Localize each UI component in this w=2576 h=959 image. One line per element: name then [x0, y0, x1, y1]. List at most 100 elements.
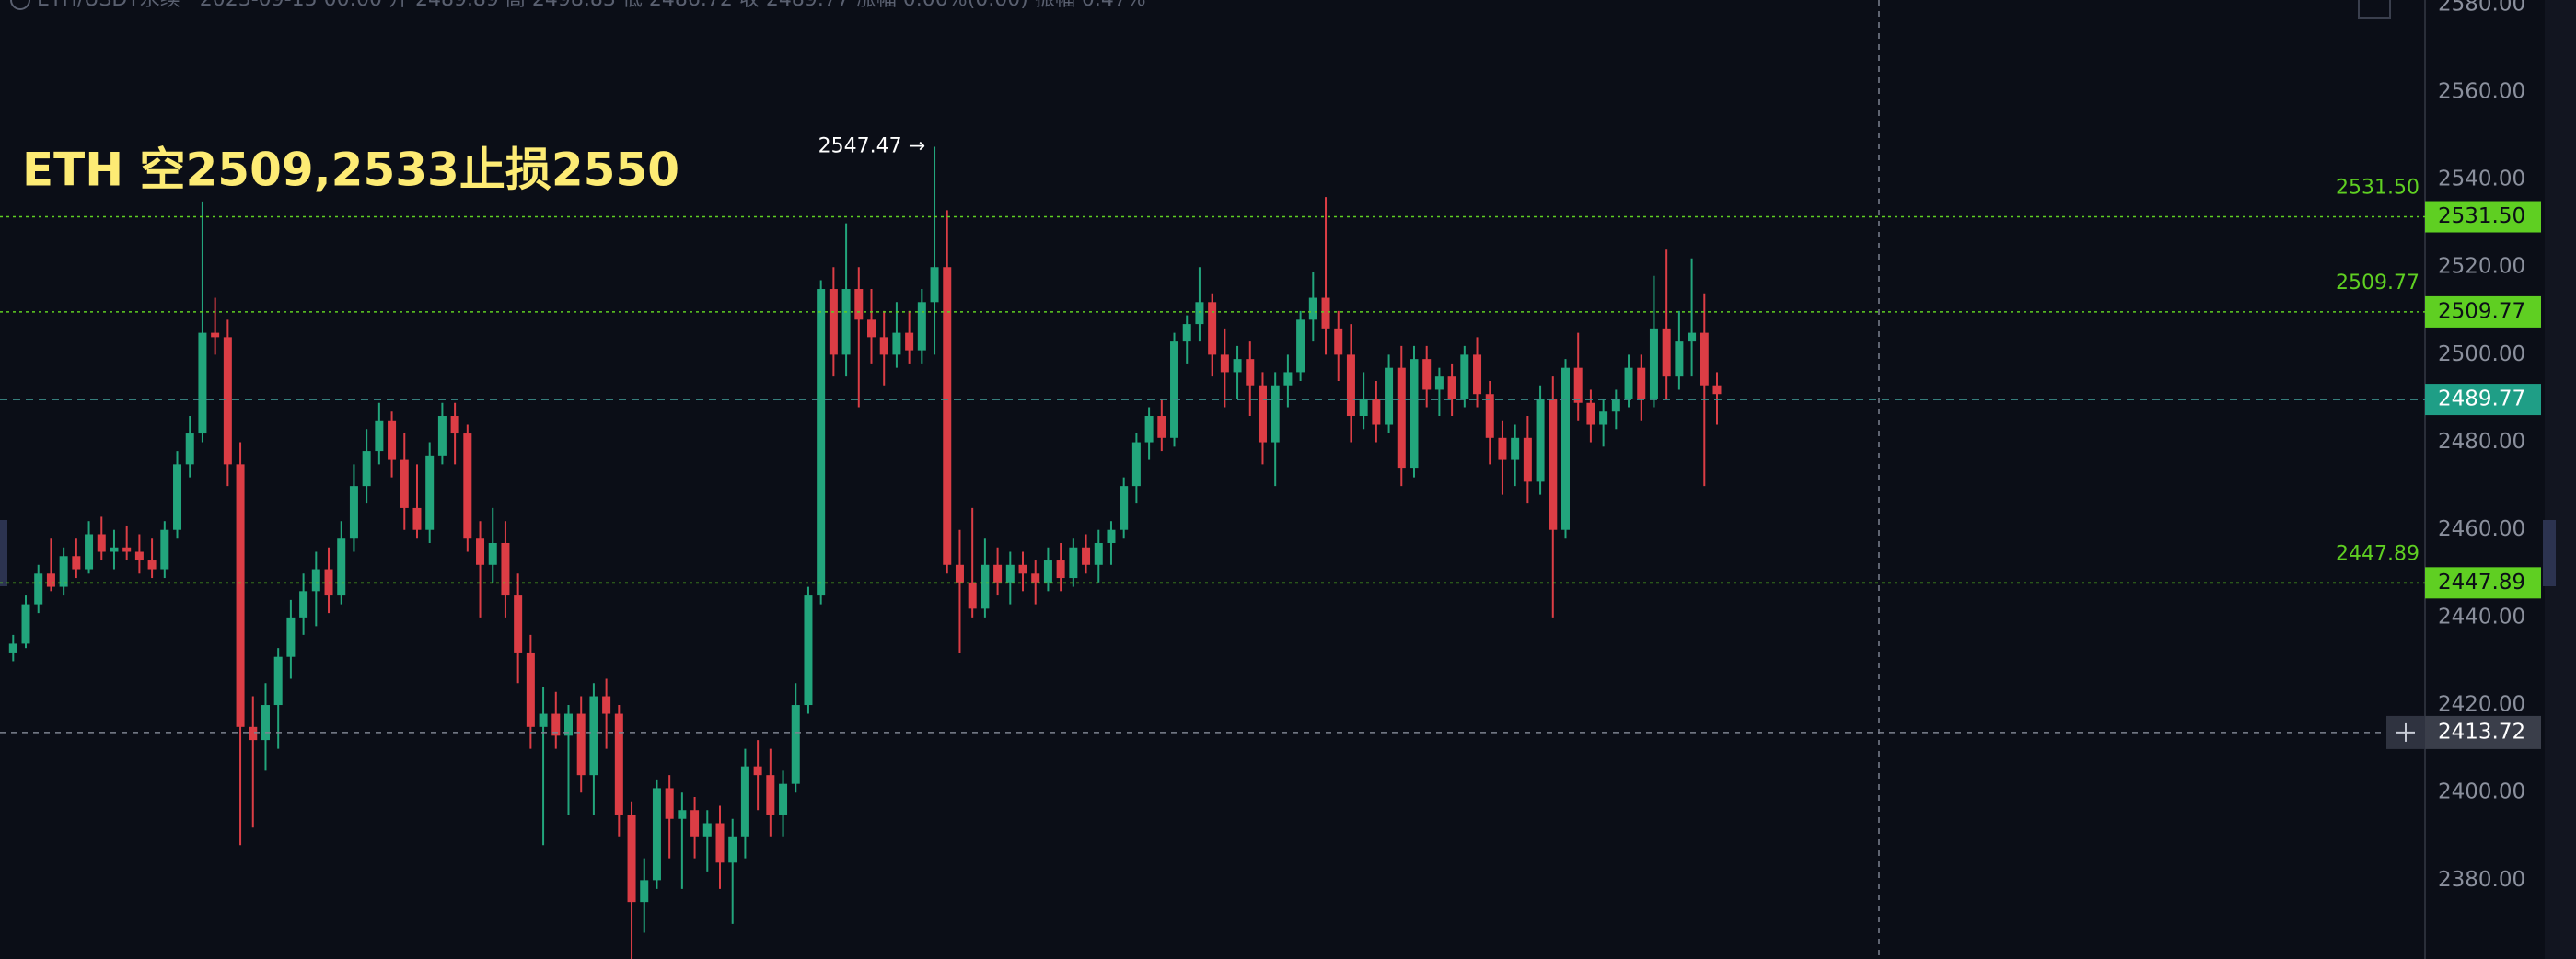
candle-body	[198, 332, 207, 434]
y-tick-label: 2560.00	[2438, 79, 2525, 103]
candle-body	[1372, 398, 1381, 425]
candle-body	[72, 556, 81, 570]
high-annotation: 2547.47 →	[818, 135, 925, 158]
candle-body	[602, 696, 611, 714]
right-toolbar	[2545, 0, 2576, 959]
candle-body	[589, 696, 598, 776]
candle-body	[1043, 560, 1052, 583]
candle-body	[640, 880, 649, 903]
candle-body	[753, 766, 762, 776]
y-tick-label: 2540.00	[2438, 168, 2525, 191]
candle-body	[1688, 332, 1697, 342]
candle-body	[905, 332, 914, 351]
candle-body	[539, 713, 548, 727]
candle-body	[551, 713, 561, 736]
candle-body	[1561, 367, 1570, 530]
candle-body	[728, 836, 737, 863]
candle-body	[1195, 302, 1204, 325]
candle-body	[122, 547, 132, 552]
candle-body	[1637, 367, 1646, 399]
candle-body	[412, 507, 422, 530]
candle-body	[34, 573, 43, 605]
candle-body	[1296, 319, 1305, 373]
candle-body	[779, 783, 788, 815]
candle-body	[1359, 398, 1368, 417]
candle-body	[59, 556, 68, 587]
level-price-text: 2531.50	[2438, 204, 2525, 228]
candle-body	[375, 420, 384, 452]
candle-body	[1447, 376, 1456, 399]
candle-body	[867, 319, 876, 338]
candle-body	[46, 573, 55, 587]
candle-body	[514, 595, 523, 653]
candle-body	[388, 420, 397, 460]
candle-body	[1624, 367, 1633, 399]
candle-body	[450, 416, 459, 434]
candle-body	[1586, 402, 1595, 425]
right-handle[interactable]	[2543, 520, 2556, 586]
y-tick-label: 2420.00	[2438, 693, 2525, 717]
candle-body	[1485, 394, 1494, 438]
candle-body	[463, 433, 472, 539]
candle-body	[1107, 529, 1116, 543]
candle-body	[1397, 367, 1406, 469]
candle-body	[702, 823, 712, 837]
last-price-text: 2489.77	[2438, 387, 2525, 411]
level-price-text: 2447.89	[2438, 571, 2525, 595]
toolbar-button[interactable]	[2358, 0, 2391, 19]
y-tick-label: 2500.00	[2438, 342, 2525, 366]
candle-body	[286, 617, 296, 657]
level-price-text: 2509.77	[2438, 299, 2525, 323]
candle-body	[1511, 437, 1520, 460]
candle-body	[892, 332, 901, 355]
level-price-box	[2425, 201, 2541, 233]
candle-body	[1157, 416, 1166, 438]
candle-body	[526, 652, 535, 727]
candle-body	[1573, 367, 1583, 403]
candle-body	[273, 656, 283, 706]
candle-body	[854, 289, 864, 320]
candle-body	[1523, 437, 1532, 482]
candle-body	[147, 560, 157, 570]
candle-body	[740, 766, 749, 837]
candle-body	[501, 542, 510, 596]
candle-body	[1662, 328, 1671, 377]
candle-body	[362, 451, 371, 487]
candle-body	[437, 416, 447, 456]
candle-body	[766, 775, 775, 815]
candle-body	[1258, 385, 1267, 443]
candle-body	[665, 788, 674, 819]
level-label: 2447.89	[2336, 542, 2419, 565]
candle-body	[1649, 328, 1658, 399]
candle-body	[1675, 341, 1684, 377]
candle-body	[943, 267, 952, 565]
candle-body	[930, 267, 939, 303]
candle-body	[97, 534, 106, 552]
candle-body	[981, 564, 990, 609]
candle-body	[690, 810, 700, 837]
candle-body	[1233, 359, 1242, 373]
last-price-box	[2425, 384, 2541, 416]
candle-body	[1246, 359, 1255, 386]
y-tick-label: 2440.00	[2438, 605, 2525, 629]
candle-body	[841, 289, 851, 355]
candle-body	[337, 538, 346, 596]
y-tick-label: 2400.00	[2438, 780, 2525, 804]
candle-body	[817, 289, 826, 596]
candle-body	[1170, 341, 1179, 438]
candle-body	[1434, 376, 1444, 390]
candle-body	[1422, 359, 1432, 390]
candle-body	[1536, 398, 1545, 482]
candle-body	[804, 595, 813, 706]
crosshair-price-text: 2413.72	[2438, 720, 2525, 744]
candle-body	[1700, 332, 1709, 386]
candle-body	[1611, 398, 1620, 412]
level-price-box	[2425, 295, 2541, 328]
candle-body	[349, 486, 358, 539]
candle-body	[1308, 297, 1317, 320]
level-price-box	[2425, 567, 2541, 599]
candle-body	[1460, 354, 1469, 399]
candle-body	[652, 788, 661, 881]
